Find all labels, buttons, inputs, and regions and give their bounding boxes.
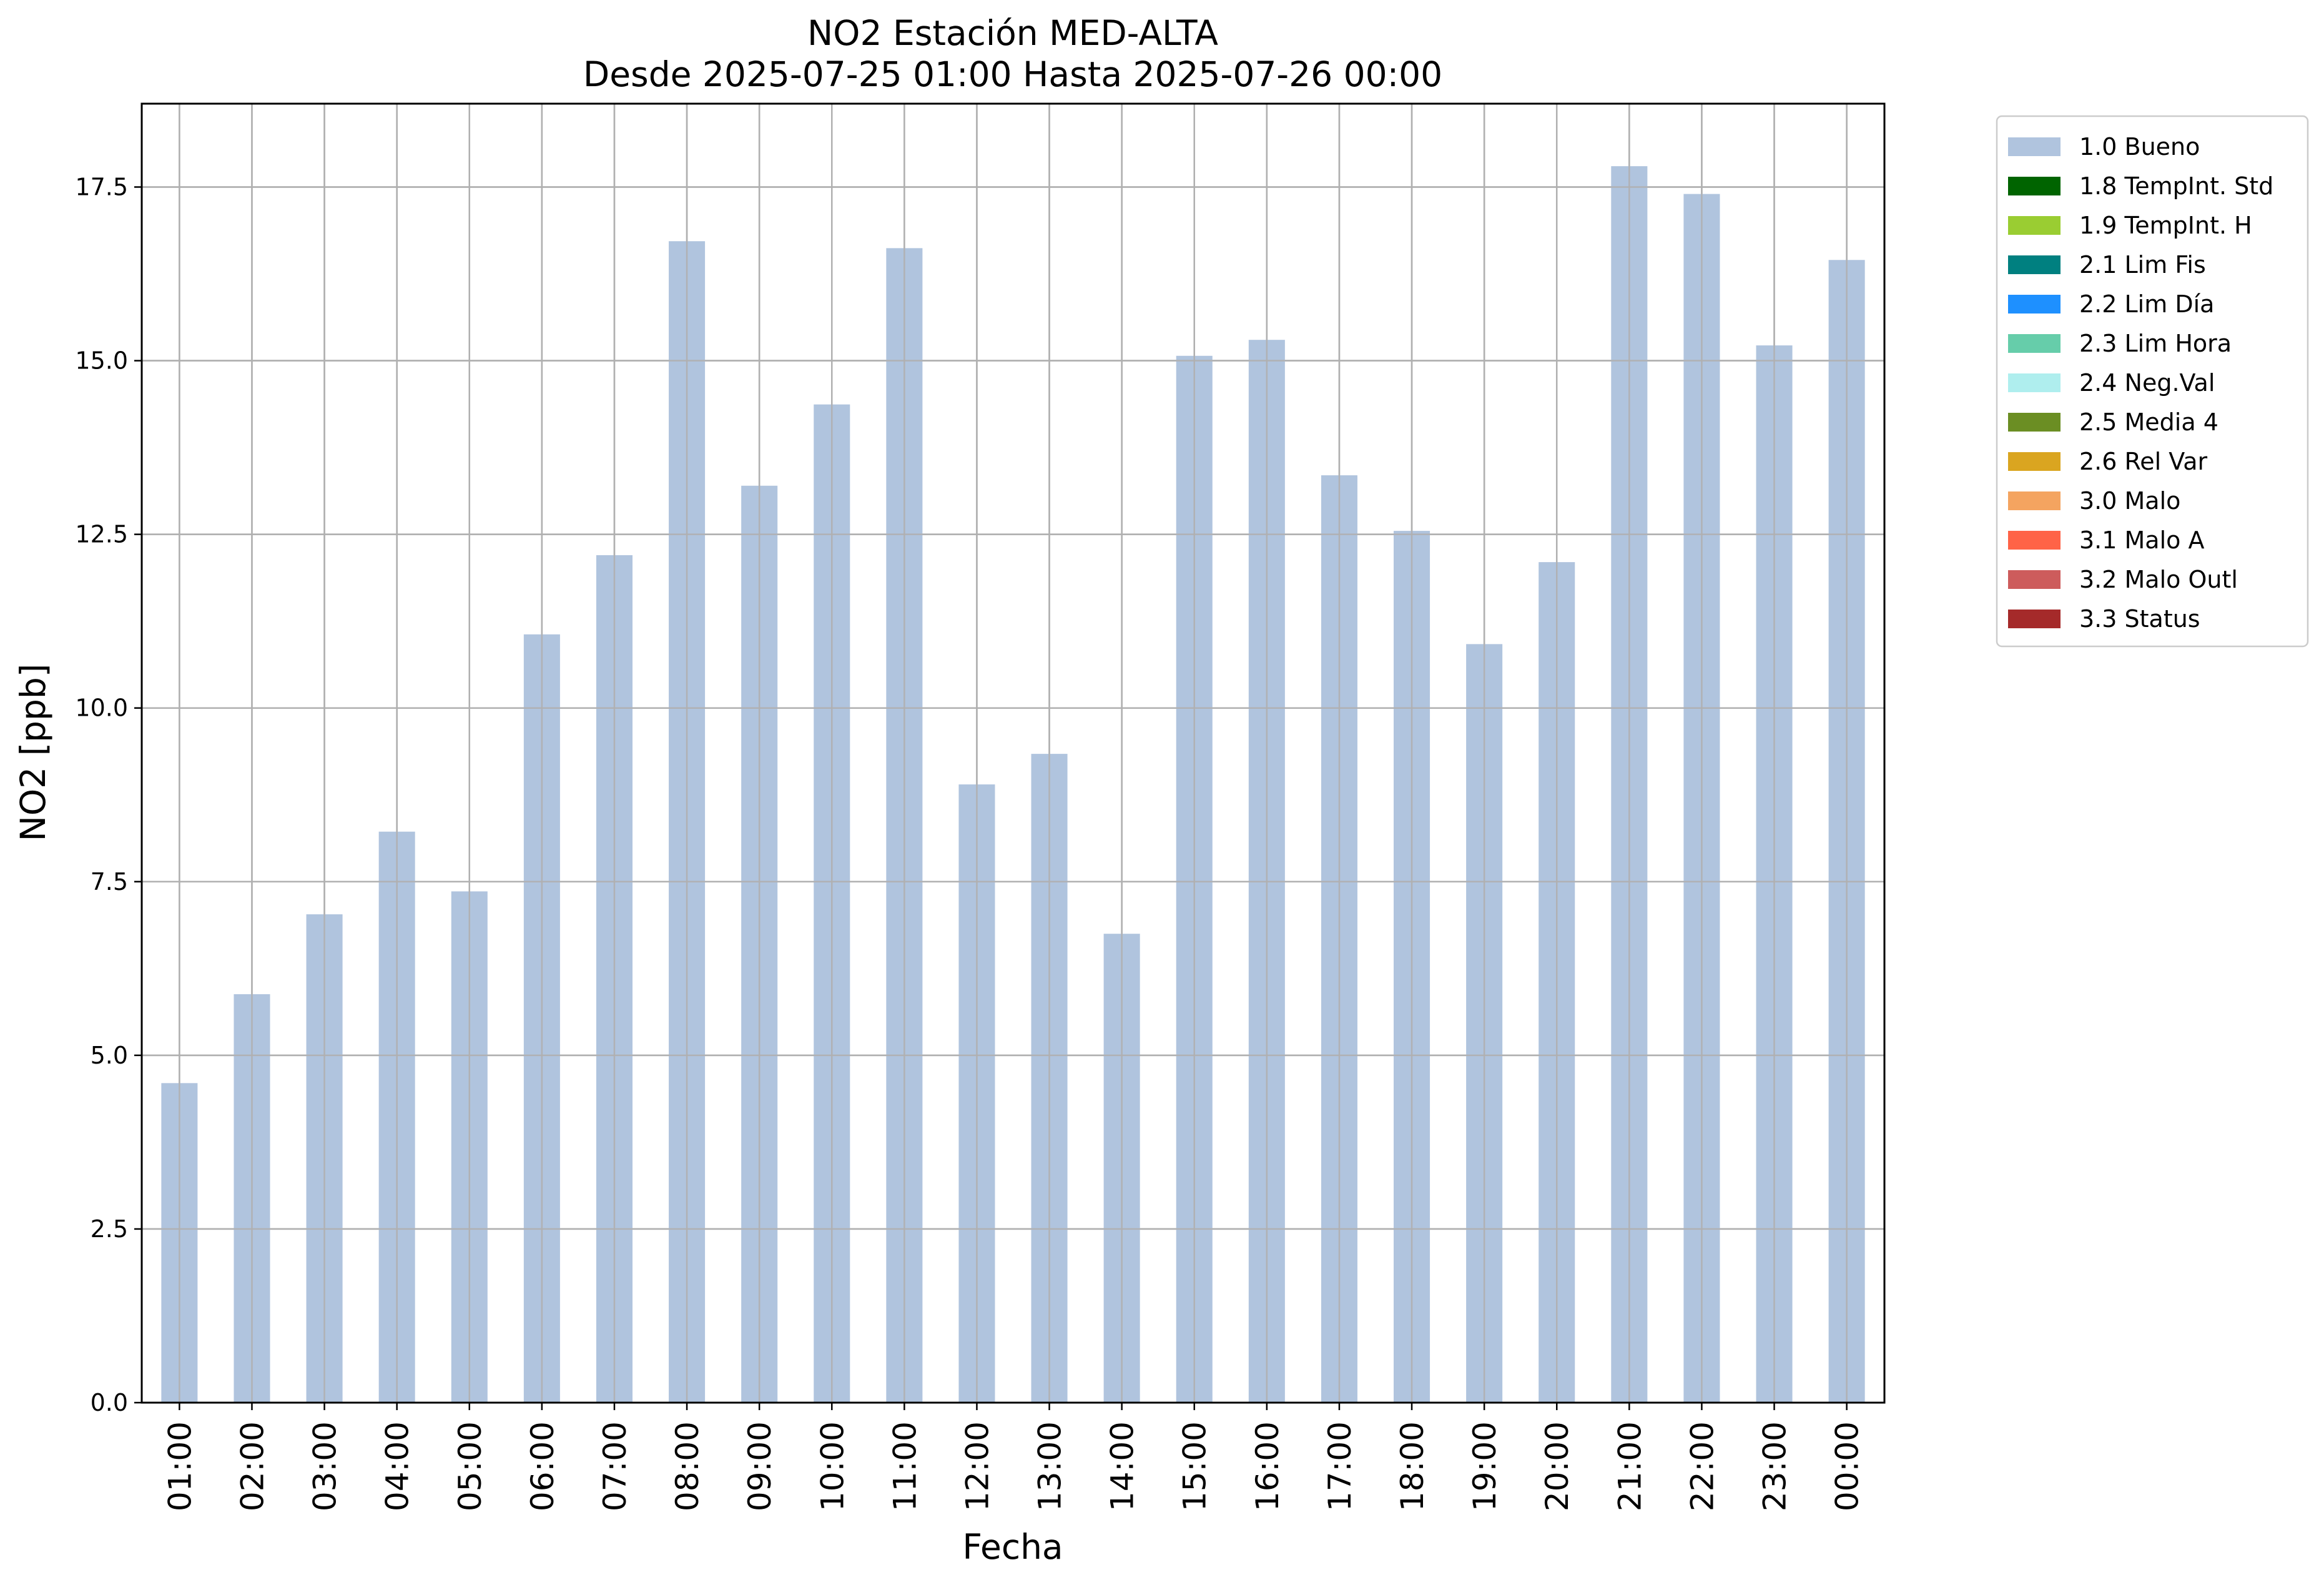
x-tick-label: 06:00 [524, 1421, 561, 1511]
x-tick-label: 18:00 [1394, 1421, 1430, 1511]
x-tick-label: 20:00 [1539, 1421, 1575, 1511]
x-tick-label: 04:00 [380, 1421, 416, 1511]
legend-label: 2.2 Lim Día [2079, 290, 2214, 318]
y-tick-label: 12.5 [75, 521, 128, 548]
x-tick-label: 02:00 [234, 1421, 270, 1511]
legend-label: 2.1 Lim Fis [2079, 251, 2206, 279]
legend: 1.0 Bueno 1.8 TempInt. Std 1.9 TempInt. H 2… [1996, 115, 2309, 648]
legend-swatch [2008, 413, 2061, 432]
x-tick-label: 09:00 [742, 1421, 778, 1511]
y-tick-label: 17.5 [75, 173, 128, 200]
legend-swatch [2008, 531, 2061, 550]
legend-label: 3.3 Status [2079, 605, 2200, 633]
legend-label: 1.9 TempInt. H [2079, 212, 2252, 239]
chart-subtitle: Desde 2025-07-25 01:00 Hasta 2025-07-26 … [583, 54, 1442, 94]
legend-label: 3.1 Malo A [2079, 526, 2204, 554]
legend-swatch [2008, 255, 2061, 274]
y-axis-ticks: 0.0 2.5 5.0 7.5 10.0 12.5 15.0 17.5 [75, 173, 142, 1416]
y-tick-label: 5.0 [91, 1042, 128, 1069]
legend-swatch [2008, 610, 2061, 628]
legend-label: 1.0 Bueno [2079, 133, 2200, 160]
x-tick-label: 01:00 [162, 1421, 198, 1511]
x-tick-label: 21:00 [1612, 1421, 1648, 1511]
legend-label: 2.6 Rel Var [2079, 448, 2208, 475]
legend-swatch [2008, 491, 2061, 510]
x-axis-label: Fecha [962, 1527, 1063, 1567]
x-tick-label: 00:00 [1829, 1421, 1866, 1511]
y-tick-label: 15.0 [75, 347, 128, 375]
x-tick-label: 10:00 [814, 1421, 850, 1511]
x-tick-label: 13:00 [1032, 1421, 1068, 1511]
x-tick-label: 07:00 [597, 1421, 633, 1511]
x-tick-label: 12:00 [959, 1421, 995, 1511]
x-tick-label: 16:00 [1249, 1421, 1286, 1511]
x-tick-label: 14:00 [1105, 1421, 1141, 1511]
x-tick-label: 03:00 [307, 1421, 343, 1511]
x-tick-label: 23:00 [1757, 1421, 1793, 1511]
x-tick-label: 17:00 [1322, 1421, 1358, 1511]
y-tick-label: 7.5 [91, 868, 128, 896]
y-tick-label: 0.0 [91, 1389, 128, 1416]
legend-swatch [2008, 216, 2061, 235]
x-tick-label: 11:00 [887, 1421, 923, 1511]
legend-swatch [2008, 177, 2061, 195]
legend-label: 1.8 TempInt. Std [2079, 172, 2273, 200]
x-tick-label: 08:00 [669, 1421, 706, 1511]
x-axis-ticks: 01:00 02:00 03:00 04:00 05:00 06:00 07:00 08:00… [162, 1403, 1866, 1511]
x-tick-label: 15:00 [1177, 1421, 1213, 1511]
legend-swatch [2008, 570, 2061, 589]
x-tick-label: 19:00 [1467, 1421, 1503, 1511]
chart-title: NO2 Estación MED-ALTA [807, 13, 1218, 53]
y-tick-label: 10.0 [75, 694, 128, 722]
plot-area-frame [140, 102, 1886, 1404]
legend-label: 3.0 Malo [2079, 487, 2180, 515]
bar-series [142, 104, 1884, 1404]
y-axis-label: NO2 [ppb] [13, 664, 53, 842]
x-tick-label: 05:00 [452, 1421, 488, 1511]
legend-swatch [2008, 137, 2061, 156]
legend-swatch [2008, 295, 2061, 314]
legend-swatch [2008, 452, 2061, 471]
legend-box [1996, 115, 2309, 648]
legend-swatch [2008, 373, 2061, 392]
legend-label: 2.5 Media 4 [2079, 408, 2218, 436]
legend-swatch [2008, 334, 2061, 353]
legend-label: 2.3 Lim Hora [2079, 330, 2232, 357]
x-tick-label: 22:00 [1684, 1421, 1720, 1511]
legend-label: 3.2 Malo Outl [2079, 566, 2238, 593]
legend-label: 2.4 Neg.Val [2079, 369, 2215, 397]
y-tick-label: 2.5 [91, 1215, 128, 1243]
